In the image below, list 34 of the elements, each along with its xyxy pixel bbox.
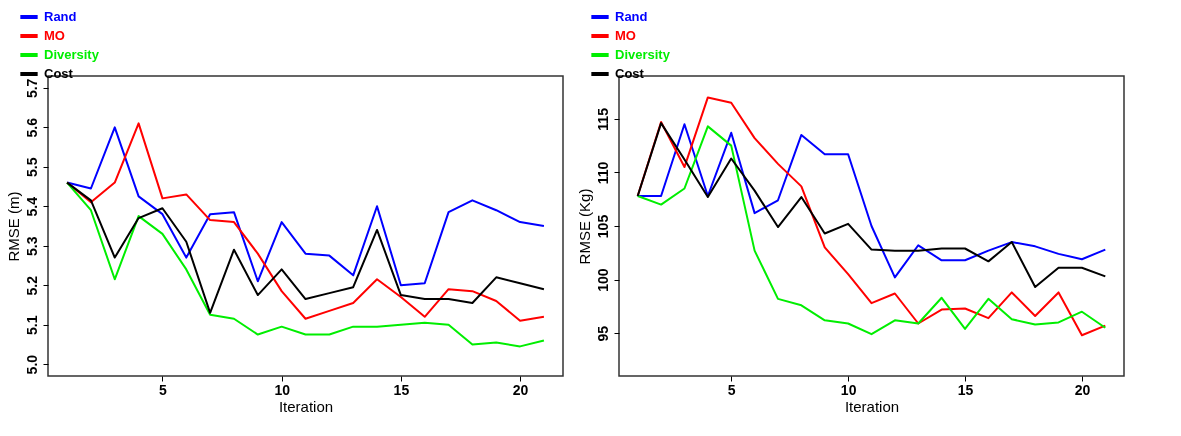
x-tick-label: 15 <box>393 381 410 398</box>
legend-label: MO <box>44 28 65 43</box>
y-tick-label: 110 <box>594 161 611 185</box>
y-tick-label: 100 <box>594 268 611 292</box>
legend-label: Diversity <box>615 47 671 62</box>
y-tick-label: 95 <box>594 325 611 342</box>
x-tick-label: 20 <box>1074 381 1091 398</box>
x-tick-label: 15 <box>957 381 974 398</box>
y-tick-label: 115 <box>594 107 611 131</box>
y-tick-label: 5.2 <box>23 275 40 296</box>
x-tick-label: 5 <box>727 381 736 398</box>
x-tick-label: 10 <box>840 381 857 398</box>
x-tick-label: 5 <box>159 381 168 398</box>
y-tick-label: 5.3 <box>23 236 40 256</box>
line-series <box>66 181 545 348</box>
x-tick-label: 20 <box>512 381 529 398</box>
x-axis-title: Iteration <box>278 397 334 415</box>
legend-label: Rand <box>44 9 77 24</box>
line-series <box>66 126 545 287</box>
y-axis-title: RMSE (m) <box>4 191 22 262</box>
legend-label: Diversity <box>44 47 100 62</box>
y-tick-label: 5.7 <box>23 78 40 99</box>
y-tick-label: 5.1 <box>23 315 40 335</box>
y-tick-label: 105 <box>594 214 611 239</box>
y-tick-label: 5.6 <box>23 117 40 138</box>
legend-label: MO <box>615 28 636 43</box>
x-tick-label: 10 <box>274 381 291 398</box>
y-tick-label: 5.0 <box>23 354 40 375</box>
x-axis-title: Iteration <box>844 397 900 415</box>
y-tick-label: 5.4 <box>23 196 40 217</box>
line-series <box>66 181 545 314</box>
y-tick-label: 5.5 <box>23 157 40 178</box>
legend-label: Rand <box>615 9 648 24</box>
y-axis-title: RMSE (Kg) <box>575 188 593 265</box>
